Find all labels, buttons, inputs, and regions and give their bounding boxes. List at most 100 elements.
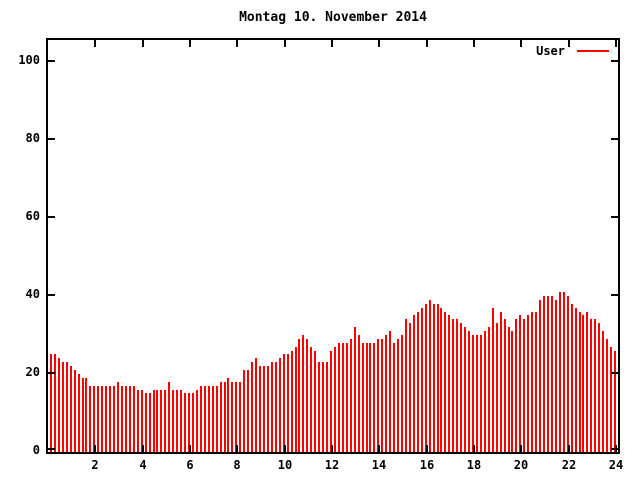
bar bbox=[184, 393, 186, 452]
x-tick bbox=[331, 445, 333, 452]
bar bbox=[366, 343, 368, 452]
y-tick bbox=[48, 216, 55, 218]
x-tick bbox=[520, 445, 522, 452]
bar bbox=[283, 354, 285, 452]
bar bbox=[168, 382, 170, 452]
bar bbox=[377, 339, 379, 452]
bar bbox=[385, 335, 387, 452]
x-axis-tick-label: 10 bbox=[277, 458, 293, 472]
bar bbox=[204, 386, 206, 452]
bar bbox=[405, 319, 407, 452]
bar bbox=[488, 327, 490, 452]
x-tick bbox=[520, 40, 522, 47]
bar bbox=[89, 386, 91, 452]
chart-title: Montag 10. November 2014 bbox=[239, 10, 427, 25]
bar bbox=[476, 335, 478, 452]
x-axis-tick-label: 14 bbox=[371, 458, 387, 472]
legend-line-sample bbox=[577, 50, 609, 52]
x-tick bbox=[142, 445, 144, 452]
bar bbox=[346, 343, 348, 452]
bar bbox=[440, 308, 442, 452]
y-tick bbox=[611, 60, 618, 62]
y-axis-tick-label: 100 bbox=[18, 53, 40, 67]
bar bbox=[172, 390, 174, 452]
y-tick bbox=[48, 372, 55, 374]
bar bbox=[444, 312, 446, 452]
bar bbox=[543, 296, 545, 452]
x-tick bbox=[236, 445, 238, 452]
bar bbox=[318, 362, 320, 452]
bar bbox=[598, 323, 600, 452]
bar bbox=[109, 386, 111, 452]
bar bbox=[373, 343, 375, 452]
y-axis-tick-label: 60 bbox=[25, 209, 40, 223]
bar bbox=[180, 390, 182, 452]
y-tick bbox=[611, 448, 618, 450]
bar bbox=[464, 327, 466, 452]
bar bbox=[354, 327, 356, 452]
bar bbox=[519, 315, 521, 452]
bar bbox=[298, 339, 300, 452]
bar bbox=[212, 386, 214, 452]
x-tick bbox=[189, 445, 191, 452]
bar bbox=[216, 386, 218, 452]
bar bbox=[310, 347, 312, 452]
bar bbox=[358, 335, 360, 452]
bar bbox=[188, 393, 190, 452]
bar bbox=[409, 323, 411, 452]
bar bbox=[82, 378, 84, 452]
bar bbox=[511, 331, 513, 452]
bar bbox=[243, 370, 245, 452]
legend-label: User bbox=[536, 44, 565, 58]
bar bbox=[334, 347, 336, 452]
x-tick bbox=[94, 40, 96, 47]
y-axis-tick-label: 0 bbox=[32, 443, 40, 457]
x-axis-tick-label: 2 bbox=[91, 458, 99, 472]
x-tick bbox=[189, 40, 191, 47]
bar bbox=[369, 343, 371, 452]
x-tick bbox=[426, 40, 428, 47]
bar bbox=[133, 386, 135, 452]
bar bbox=[192, 393, 194, 452]
bar bbox=[117, 382, 119, 452]
y-tick bbox=[611, 138, 618, 140]
bar bbox=[610, 347, 612, 452]
x-tick bbox=[568, 445, 570, 452]
x-axis-tick-label: 6 bbox=[186, 458, 194, 472]
bar bbox=[484, 331, 486, 452]
x-tick bbox=[284, 40, 286, 47]
bar bbox=[235, 382, 237, 452]
bar bbox=[594, 319, 596, 452]
bar bbox=[397, 339, 399, 452]
y-tick bbox=[611, 216, 618, 218]
bar bbox=[74, 370, 76, 452]
x-axis-tick-label: 24 bbox=[608, 458, 624, 472]
bar bbox=[567, 296, 569, 452]
bar bbox=[508, 327, 510, 452]
bar bbox=[251, 362, 253, 452]
bar bbox=[590, 319, 592, 452]
bar bbox=[141, 390, 143, 452]
bar bbox=[231, 382, 233, 452]
bar bbox=[421, 308, 423, 452]
bar bbox=[480, 335, 482, 452]
bar bbox=[452, 319, 454, 452]
bar bbox=[208, 386, 210, 452]
y-tick bbox=[611, 294, 618, 296]
bar bbox=[196, 390, 198, 452]
y-axis-tick-label: 40 bbox=[25, 287, 40, 301]
bar bbox=[255, 358, 257, 452]
bar bbox=[62, 362, 64, 452]
bar bbox=[156, 390, 158, 452]
bar bbox=[58, 358, 60, 452]
bar bbox=[97, 386, 99, 452]
bar bbox=[291, 351, 293, 452]
x-axis-tick-label: 4 bbox=[139, 458, 147, 472]
bar bbox=[113, 386, 115, 452]
bar bbox=[571, 304, 573, 452]
bar bbox=[302, 335, 304, 452]
bar bbox=[381, 339, 383, 452]
bar bbox=[306, 339, 308, 452]
x-tick bbox=[473, 40, 475, 47]
bar bbox=[563, 292, 565, 452]
